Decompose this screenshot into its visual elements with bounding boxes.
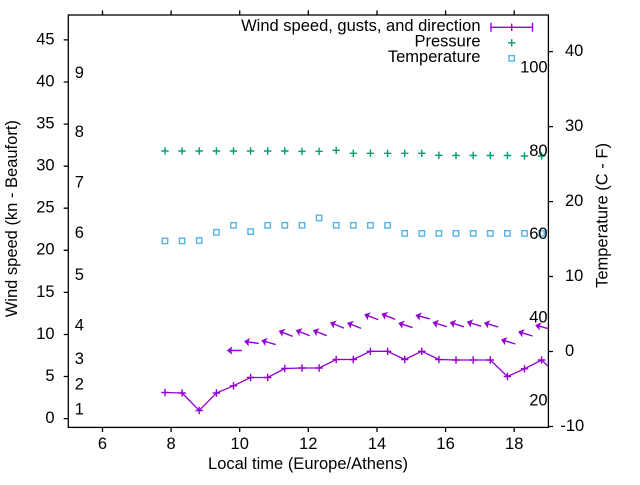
svg-text:35: 35 xyxy=(36,115,54,133)
svg-text:-10: -10 xyxy=(560,417,584,435)
svg-text:Wind speed (kn - Beaufort): Wind speed (kn - Beaufort) xyxy=(3,120,21,317)
svg-text:45: 45 xyxy=(36,30,54,48)
svg-text:18: 18 xyxy=(505,435,523,453)
svg-text:5: 5 xyxy=(75,266,84,284)
svg-text:Temperature (C - F): Temperature (C - F) xyxy=(594,143,612,288)
svg-text:30: 30 xyxy=(36,157,54,175)
svg-text:6: 6 xyxy=(75,224,84,242)
svg-text:4: 4 xyxy=(75,316,84,334)
svg-text:9: 9 xyxy=(75,64,84,82)
svg-text:5: 5 xyxy=(45,367,54,385)
svg-text:10: 10 xyxy=(231,435,249,453)
svg-text:80: 80 xyxy=(529,142,547,160)
svg-text:Pressure: Pressure xyxy=(414,32,480,50)
svg-text:0: 0 xyxy=(45,409,54,427)
svg-text:30: 30 xyxy=(565,117,583,135)
svg-text:Wind speed, gusts, and directi: Wind speed, gusts, and direction xyxy=(241,17,480,35)
svg-text:40: 40 xyxy=(36,72,54,90)
svg-text:40: 40 xyxy=(529,308,547,326)
svg-text:Temperature: Temperature xyxy=(388,48,481,66)
svg-text:16: 16 xyxy=(436,435,454,453)
svg-text:8: 8 xyxy=(167,435,176,453)
svg-text:15: 15 xyxy=(36,283,54,301)
svg-text:14: 14 xyxy=(368,435,386,453)
svg-text:Local time (Europe/Athens): Local time (Europe/Athens) xyxy=(208,455,408,473)
svg-text:40: 40 xyxy=(565,42,583,60)
svg-text:1: 1 xyxy=(75,401,84,419)
svg-text:100: 100 xyxy=(520,59,548,77)
svg-text:2: 2 xyxy=(75,375,84,393)
svg-text:6: 6 xyxy=(98,435,107,453)
svg-text:0: 0 xyxy=(565,342,574,360)
svg-text:60: 60 xyxy=(529,225,547,243)
svg-text:20: 20 xyxy=(36,241,54,259)
svg-text:3: 3 xyxy=(75,350,84,368)
svg-text:10: 10 xyxy=(36,325,54,343)
svg-text:12: 12 xyxy=(299,435,317,453)
svg-text:8: 8 xyxy=(75,123,84,141)
svg-text:20: 20 xyxy=(529,392,547,410)
svg-text:25: 25 xyxy=(36,199,54,217)
svg-text:10: 10 xyxy=(565,267,583,285)
svg-text:20: 20 xyxy=(565,192,583,210)
svg-text:7: 7 xyxy=(75,173,84,191)
